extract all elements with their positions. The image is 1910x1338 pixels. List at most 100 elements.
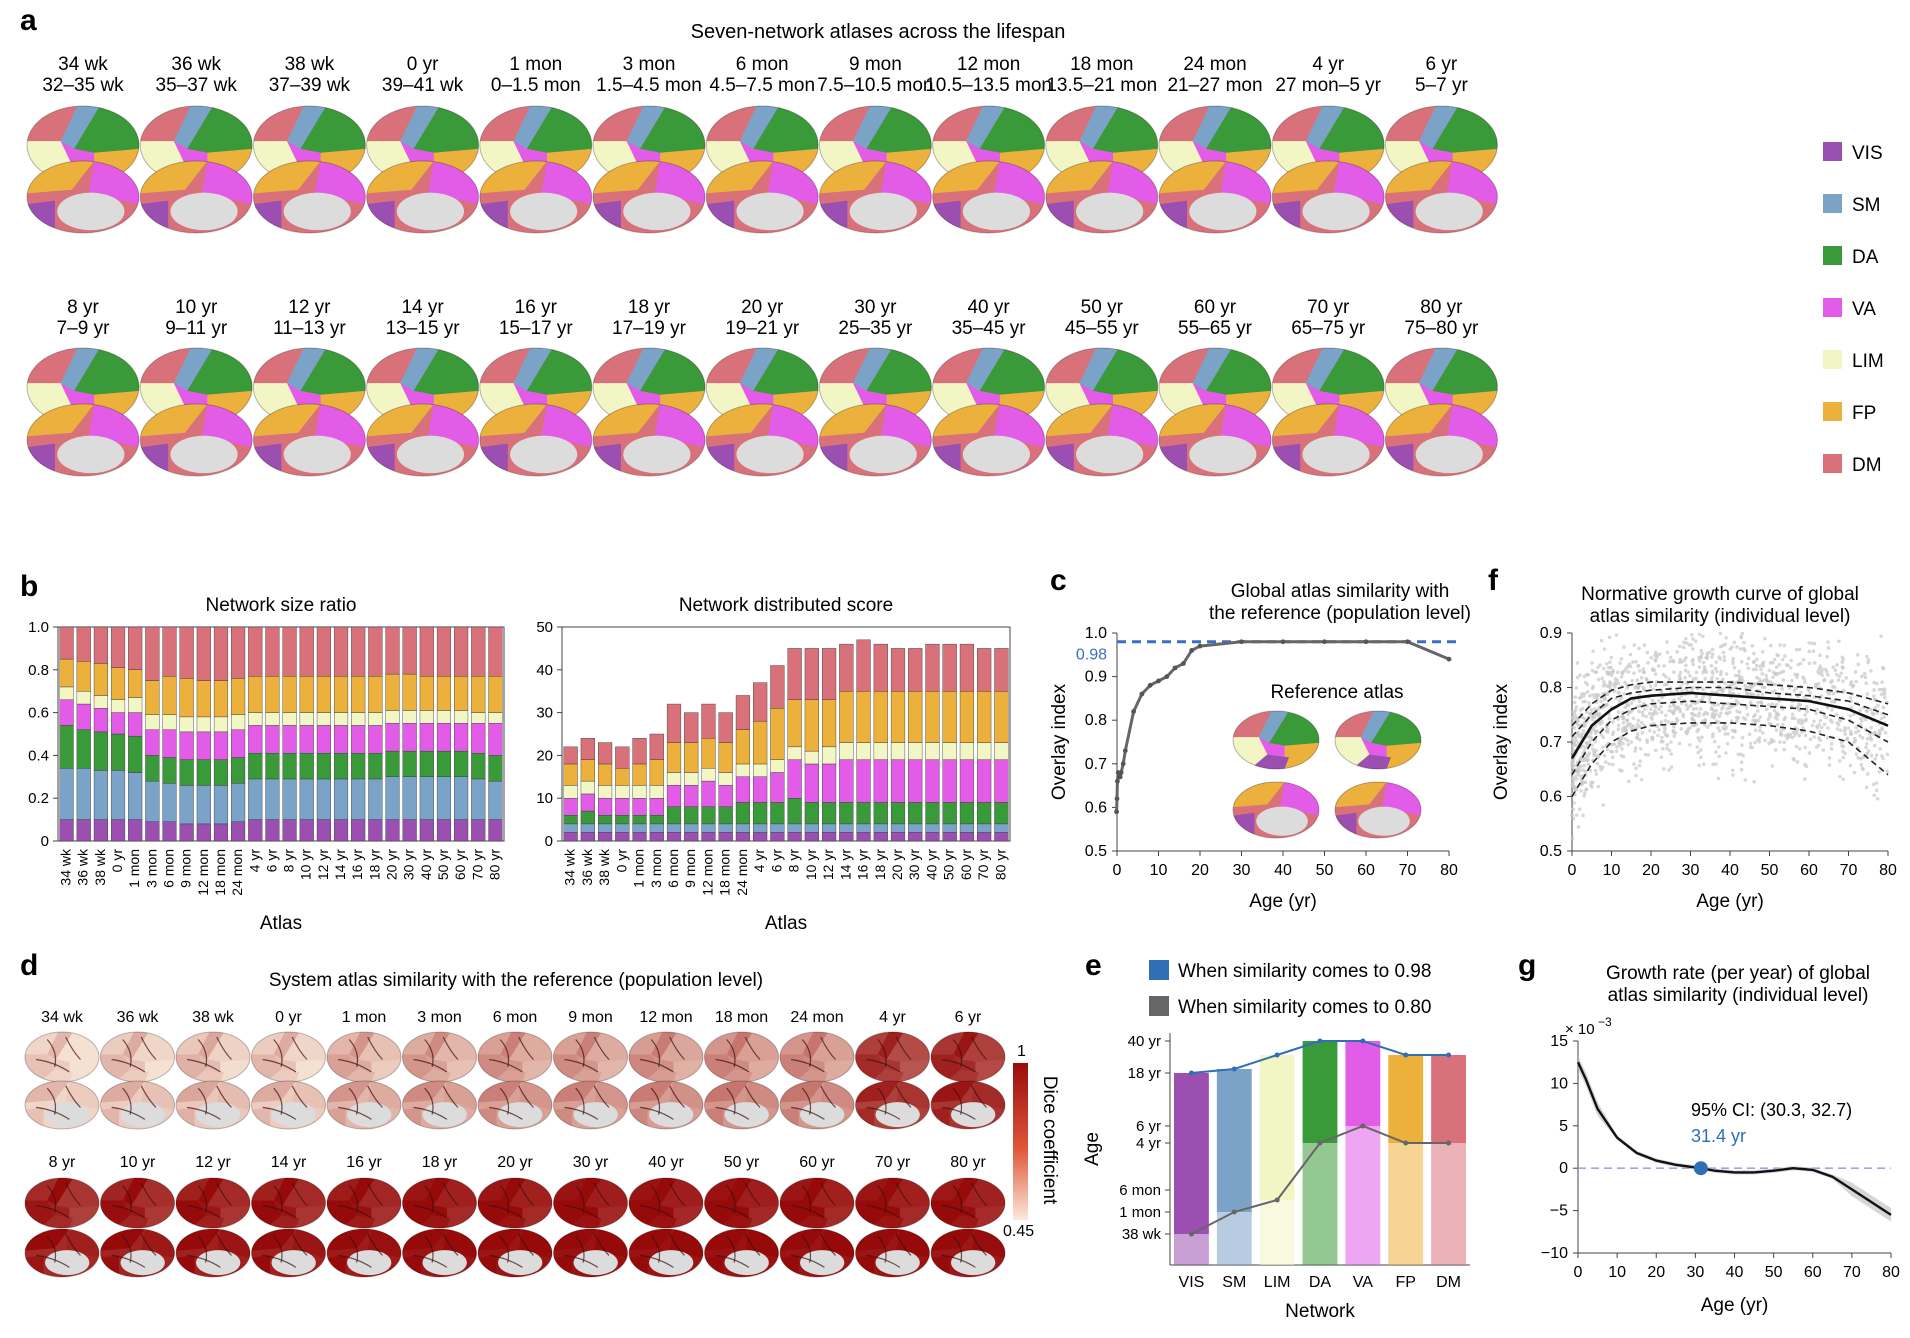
brain-region <box>60 348 100 391</box>
brain-fill <box>176 1178 250 1228</box>
brain-region <box>295 1059 326 1082</box>
brain-outline <box>932 160 1046 234</box>
scatter-point <box>1719 670 1724 674</box>
scatter-point <box>1789 658 1793 663</box>
brain-region <box>433 1178 477 1208</box>
sulcus <box>866 1254 901 1268</box>
scatter-point <box>1854 679 1858 684</box>
bar-segment-vis <box>959 832 975 842</box>
scatter-point <box>1852 740 1856 745</box>
bar-segment-va <box>402 723 417 752</box>
scatter-point <box>1581 706 1585 711</box>
scatter-point <box>1871 782 1876 787</box>
scatter-point <box>1699 748 1703 752</box>
brain-region <box>282 1178 326 1208</box>
sulcus <box>262 1058 297 1073</box>
scatter-point <box>1804 764 1809 769</box>
bar-segment-lim <box>959 742 975 760</box>
bar-lower-lim <box>1259 1200 1295 1265</box>
scatter-point <box>1649 707 1653 711</box>
scatter-point <box>1714 750 1718 754</box>
scatter-point <box>1593 768 1598 773</box>
scatter-point <box>1848 714 1853 718</box>
x-tick-label: 30 <box>1682 862 1700 879</box>
bar-segment-va <box>649 798 664 816</box>
scatter-point <box>1586 762 1591 767</box>
y-tick-label: 38 wk <box>1122 1226 1162 1243</box>
scatter-point <box>1594 692 1599 697</box>
brain-medial-wall <box>170 192 238 231</box>
brain-outline <box>26 160 140 234</box>
brain-region <box>643 1069 678 1082</box>
x-tick-label: 20 yr <box>384 849 400 880</box>
brain-region <box>1079 106 1119 149</box>
bar-segment-lim <box>649 785 664 799</box>
bar-segment-vis <box>351 819 366 842</box>
x-tick-label: 1 mon <box>631 849 647 888</box>
brain-region <box>100 1255 119 1277</box>
similarity-age-label: 50 yr <box>724 1154 760 1171</box>
bar-segment-fp <box>93 663 108 696</box>
brain-region <box>1352 754 1391 769</box>
similarity-age-label: 12 yr <box>195 1154 231 1171</box>
scatter-point <box>1639 777 1644 782</box>
scatter-point <box>1685 707 1689 712</box>
scatter-point <box>1803 713 1807 717</box>
brain-outline <box>24 1228 100 1278</box>
scatter-point <box>1849 680 1854 684</box>
brain-medial-wall <box>1302 435 1370 474</box>
brain-fill <box>1335 782 1421 838</box>
bar-segment-da <box>299 753 314 780</box>
bar-segment-lim <box>666 772 682 786</box>
brain-region <box>899 1205 930 1228</box>
brain-sulci <box>564 1036 610 1073</box>
brain-region <box>446 1205 477 1228</box>
bar-segment-lim <box>265 712 280 726</box>
scatter-point <box>1580 732 1585 736</box>
bar-segment-va <box>839 759 854 803</box>
scatter-point <box>1817 667 1822 671</box>
bar-lower-sm <box>1216 1212 1252 1265</box>
scatter-point <box>1729 719 1734 723</box>
brain-fill <box>931 1229 1005 1277</box>
atlas-age-label: 80 yr <box>1420 297 1463 318</box>
sulcus <box>187 1254 221 1268</box>
y-tick-label: 0.4 <box>28 747 49 764</box>
similarity-lateral-brain-23 <box>779 1177 855 1229</box>
percentile-curve-lower-outer <box>1571 722 1889 797</box>
sulcus <box>942 1106 976 1120</box>
scatter-point <box>1639 720 1644 725</box>
brain-medial-wall <box>120 1250 165 1276</box>
similarity-080-point <box>1274 1197 1280 1203</box>
reference-brain-medial-left <box>1232 781 1320 839</box>
scatter-point <box>1659 739 1664 744</box>
scatter-point <box>1625 738 1630 743</box>
atlas-age-label: 9 mon <box>849 54 902 75</box>
brain-sulci <box>36 1085 81 1120</box>
similarity-080-point <box>1446 1140 1452 1146</box>
brain-region <box>966 106 1006 149</box>
x-tick-label: 9 mon <box>178 849 194 888</box>
bar-segment-fp <box>59 658 74 688</box>
scatter-point <box>1783 715 1788 720</box>
scatter-point <box>1694 670 1699 675</box>
scatter-point <box>1758 725 1762 729</box>
atlas-medial-brain-0 <box>26 160 140 234</box>
y-tick-label: 15 <box>1550 1033 1568 1050</box>
brain-region <box>115 1069 149 1082</box>
similarity-age-label: 9 mon <box>568 1009 612 1026</box>
scatter-point <box>1602 680 1606 684</box>
scatter-point <box>1651 687 1655 692</box>
scatter-point <box>1771 675 1775 680</box>
scatter-point <box>1585 689 1590 694</box>
brain-sulci <box>489 1085 534 1120</box>
brain-region <box>1272 200 1301 233</box>
scatter-point <box>1620 769 1624 773</box>
brain-sulci <box>791 1182 836 1219</box>
x-tick-label: 20 <box>1191 862 1209 879</box>
brain-outline <box>705 403 819 477</box>
brain-medial-wall <box>422 1250 467 1276</box>
scatter-point <box>1730 768 1735 773</box>
bar-segment-va <box>942 759 957 803</box>
brain-outline <box>175 1228 251 1278</box>
